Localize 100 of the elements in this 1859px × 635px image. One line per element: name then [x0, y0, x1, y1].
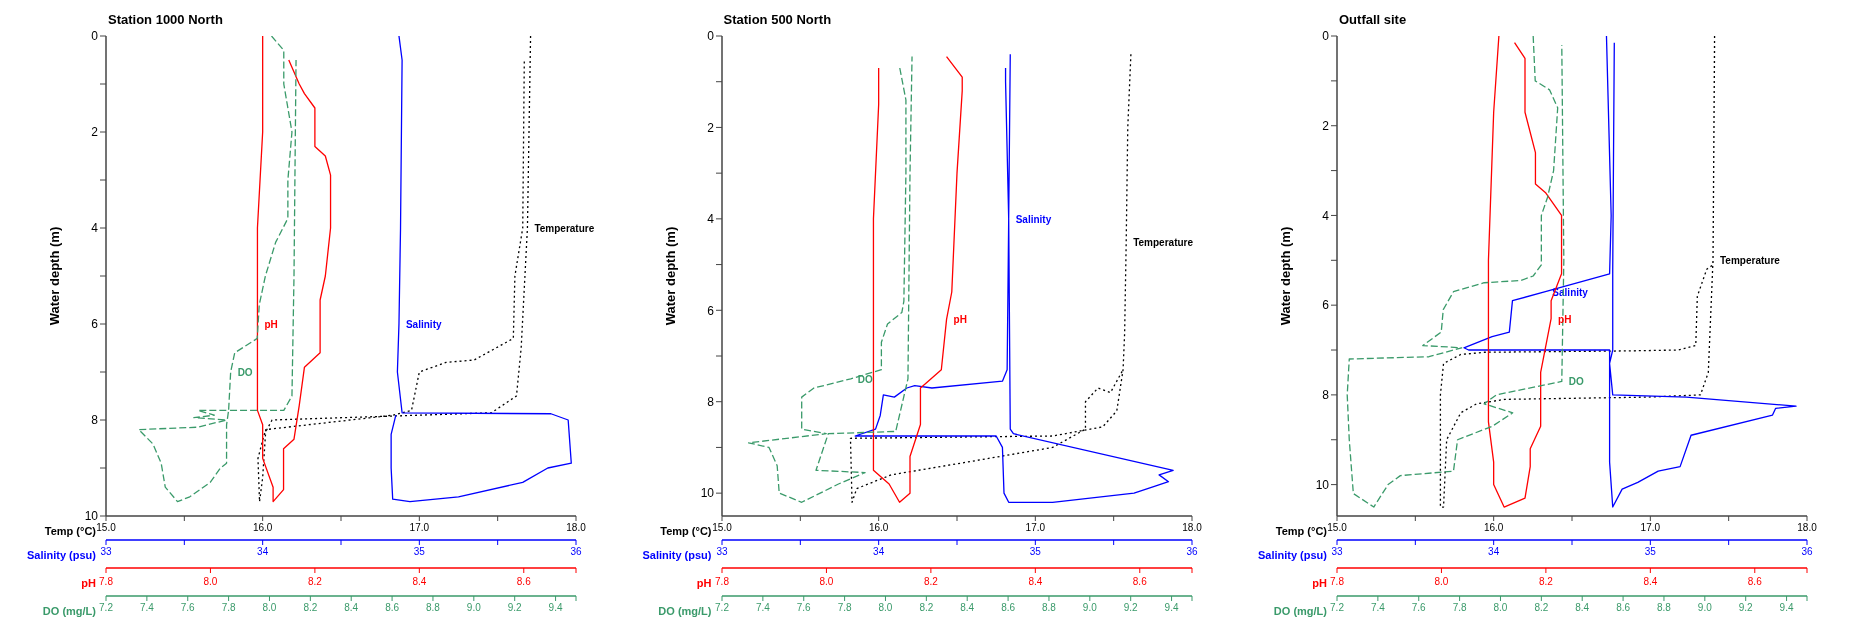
- x2-tick-label: 8.4: [1575, 602, 1590, 614]
- y-tick-label: 8: [706, 394, 714, 409]
- x-axis-title: Temp (°C): [1274, 525, 1327, 537]
- x2-axis-title: DO (mg/L): [1272, 605, 1327, 617]
- y-tick-label: 0: [1322, 29, 1330, 44]
- x2-tick-label: 8.2: [918, 602, 934, 614]
- x2-tick-label: 35: [413, 546, 426, 558]
- x2-tick-label: 7.6: [1411, 602, 1427, 614]
- x2-tick-label: 7.6: [180, 602, 196, 614]
- x2-tick-label: 7.4: [139, 602, 155, 614]
- x2-tick-label: 9.2: [1738, 602, 1754, 614]
- series-label: Temperature: [1132, 236, 1193, 248]
- x2-axis-title: Salinity (psu): [25, 549, 96, 561]
- line-series: [1439, 36, 1716, 508]
- x-tick-label: 8.2: [307, 576, 323, 587]
- x2-tick-label: 9.2: [1123, 602, 1138, 614]
- y-tick-label: 2: [91, 125, 99, 140]
- y-axis-title: Water depth (m): [46, 226, 62, 326]
- x-tick-label: 18.0: [566, 522, 587, 534]
- x-tick-label: 18.0: [1797, 522, 1818, 534]
- x2-tick-label: 9.2: [507, 602, 523, 614]
- x-tick-label: 16.0: [252, 522, 273, 534]
- y-tick-label: 6: [91, 317, 99, 332]
- x-tick-label: 7.8: [1330, 576, 1345, 587]
- y-tick-label: 6: [706, 303, 714, 318]
- x2-tick-label: 35: [1029, 546, 1041, 558]
- x2-tick-label: 36: [1801, 546, 1813, 558]
- x2-tick-label: 9.4: [548, 602, 563, 614]
- x-tick-label: 8.6: [1132, 576, 1147, 587]
- x-tick-label: 8.0: [818, 576, 834, 587]
- x2-tick-label: 8.4: [344, 602, 359, 614]
- x-axis-title: Temp (°C): [659, 525, 712, 537]
- x-tick-label: 8.4: [1643, 576, 1658, 587]
- x2-tick-label: 9.4: [1779, 602, 1794, 614]
- x2-tick-label: 9.0: [466, 602, 482, 614]
- x-tick-label: 17.0: [409, 522, 430, 534]
- x2-tick-label: 7.8: [1452, 602, 1467, 614]
- y-tick-label: 4: [1322, 208, 1330, 223]
- line-series: [257, 36, 532, 503]
- x2-tick-label: 7.4: [755, 602, 770, 614]
- series-label: DO: [1568, 376, 1584, 388]
- x-tick-label: 8.6: [1747, 576, 1763, 587]
- y-tick-label: 2: [706, 120, 714, 135]
- x-axis-title: Temp (°C): [43, 525, 96, 537]
- y-tick-label: 0: [706, 29, 714, 44]
- x-axis-title: pH: [80, 577, 96, 589]
- x2-tick-label: 33: [100, 546, 112, 558]
- x2-tick-label: 8.8: [1657, 602, 1672, 614]
- x2-tick-label: 33: [715, 546, 728, 558]
- x2-tick-label: 9.4: [1164, 602, 1179, 614]
- x2-tick-label: 8.6: [385, 602, 400, 614]
- y-tick-label: 8: [1322, 388, 1330, 403]
- x-tick-label: 15.0: [711, 522, 732, 534]
- x-tick-label: 16.0: [868, 522, 889, 534]
- x2-tick-label: 36: [570, 546, 582, 558]
- series-label: Temperature: [1720, 255, 1781, 267]
- x-tick-label: 17.0: [1025, 522, 1045, 534]
- x2-tick-label: 9.0: [1082, 602, 1097, 614]
- x2-axis-title: Salinity (psu): [1256, 549, 1327, 561]
- x2-tick-label: 9.0: [1697, 602, 1713, 614]
- y-tick-label: 10: [1315, 477, 1330, 492]
- x2-axis-title: Salinity (psu): [641, 549, 712, 561]
- x2-tick-label: 7.2: [1330, 602, 1345, 614]
- x2-tick-label: 8.8: [426, 602, 441, 614]
- x-axis-title: pH: [1311, 577, 1327, 589]
- series-label: pH: [953, 314, 967, 326]
- x2-tick-label: 8.6: [1616, 602, 1631, 614]
- x2-axis-title: DO (mg/L): [657, 605, 712, 617]
- x2-tick-label: 8.2: [1534, 602, 1549, 614]
- x-tick-label: 8.4: [1027, 576, 1043, 587]
- series-label: pH: [1558, 313, 1572, 325]
- x2-tick-label: 8.8: [1041, 602, 1056, 614]
- chart-title: Outfall site: [1339, 12, 1407, 27]
- y-tick-label: 8: [91, 413, 99, 428]
- series-label: DO: [857, 373, 873, 385]
- x-tick-label: 16.0: [1483, 522, 1504, 534]
- chart-title: Station 500 North: [723, 12, 832, 27]
- x-tick-label: 8.4: [412, 576, 427, 587]
- x2-tick-label: 8.0: [1493, 602, 1508, 614]
- x-tick-label: 8.6: [516, 576, 532, 587]
- x2-tick-label: 7.2: [714, 602, 729, 614]
- x-tick-label: 7.8: [714, 576, 729, 587]
- x-axis-title: pH: [695, 577, 712, 589]
- series-label: Salinity: [1015, 213, 1052, 225]
- x-tick-label: 7.8: [99, 576, 114, 587]
- x2-tick-label: 7.2: [99, 602, 114, 614]
- series-label: DO: [237, 367, 253, 378]
- y-tick-label: 2: [1322, 118, 1330, 133]
- x-tick-label: 15.0: [96, 522, 117, 534]
- x-tick-label: 18.0: [1181, 522, 1202, 534]
- y-tick-label: 6: [1322, 298, 1330, 313]
- x2-tick-label: 34: [257, 546, 269, 558]
- x2-tick-label: 8.2: [303, 602, 318, 614]
- series-label: Salinity: [405, 319, 442, 330]
- chart-title: Station 1000 North: [108, 12, 223, 27]
- y-axis-title: Water depth (m): [662, 226, 678, 326]
- x2-tick-label: 8.6: [1000, 602, 1015, 614]
- x2-tick-label: 7.8: [837, 602, 852, 614]
- x2-tick-label: 7.8: [221, 602, 236, 614]
- x2-tick-label: 34: [1488, 546, 1500, 558]
